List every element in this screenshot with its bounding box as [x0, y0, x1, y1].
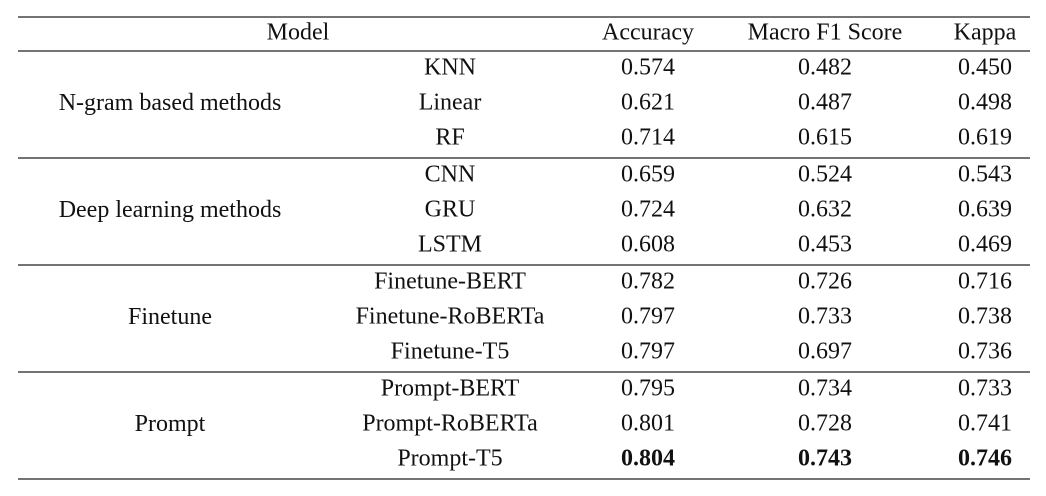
metric-value: 0.797 [621, 304, 675, 330]
metric-value: 0.482 [798, 55, 852, 81]
model-name: Linear [419, 90, 482, 116]
metric-value: 0.543 [958, 162, 1012, 188]
metric-value: 0.639 [958, 197, 1012, 223]
metric-value: 0.453 [798, 232, 852, 258]
model-name: Finetune-BERT [374, 269, 526, 295]
metric-value: 0.797 [621, 339, 675, 365]
metric-value: 0.736 [958, 339, 1012, 365]
group-name: Deep learning methods [59, 197, 282, 223]
metric-value: 0.726 [798, 269, 852, 295]
header-cell: Macro F1 Score [748, 20, 903, 46]
model-name: Finetune-RoBERTa [356, 304, 545, 330]
metric-value: 0.746 [958, 446, 1012, 472]
header-cell: Accuracy [602, 20, 694, 46]
model-name: RF [435, 125, 464, 151]
header-cell: Model [267, 20, 330, 46]
metric-value: 0.801 [621, 411, 675, 437]
group-name: Prompt [135, 411, 206, 437]
model-name: Finetune-T5 [391, 339, 510, 365]
model-name: KNN [424, 55, 476, 81]
group-name: Finetune [128, 304, 212, 330]
group-name: N-gram based methods [59, 90, 282, 116]
metric-value: 0.743 [798, 446, 852, 472]
metric-value: 0.574 [621, 55, 675, 81]
metric-value: 0.714 [621, 125, 675, 151]
model-name: Prompt-BERT [381, 376, 520, 402]
metric-value: 0.487 [798, 90, 852, 116]
model-name: Prompt-T5 [397, 446, 502, 472]
metric-value: 0.619 [958, 125, 1012, 151]
metric-value: 0.615 [798, 125, 852, 151]
metric-value: 0.795 [621, 376, 675, 402]
metric-value: 0.804 [621, 446, 675, 472]
metric-value: 0.632 [798, 197, 852, 223]
metric-value: 0.659 [621, 162, 675, 188]
metric-value: 0.728 [798, 411, 852, 437]
metric-value: 0.741 [958, 411, 1012, 437]
metric-value: 0.733 [798, 304, 852, 330]
metric-value: 0.524 [798, 162, 852, 188]
model-name: CNN [425, 162, 476, 188]
metric-value: 0.621 [621, 90, 675, 116]
metric-value: 0.469 [958, 232, 1012, 258]
model-name: Prompt-RoBERTa [362, 411, 538, 437]
metric-value: 0.724 [621, 197, 675, 223]
metric-value: 0.697 [798, 339, 852, 365]
metric-value: 0.608 [621, 232, 675, 258]
model-name: LSTM [418, 232, 482, 258]
header-cell: Kappa [954, 20, 1017, 46]
metric-value: 0.733 [958, 376, 1012, 402]
metric-value: 0.734 [798, 376, 852, 402]
metric-value: 0.738 [958, 304, 1012, 330]
metric-value: 0.716 [958, 269, 1012, 295]
metric-value: 0.450 [958, 55, 1012, 81]
metric-value: 0.782 [621, 269, 675, 295]
metric-value: 0.498 [958, 90, 1012, 116]
model-name: GRU [425, 197, 476, 223]
